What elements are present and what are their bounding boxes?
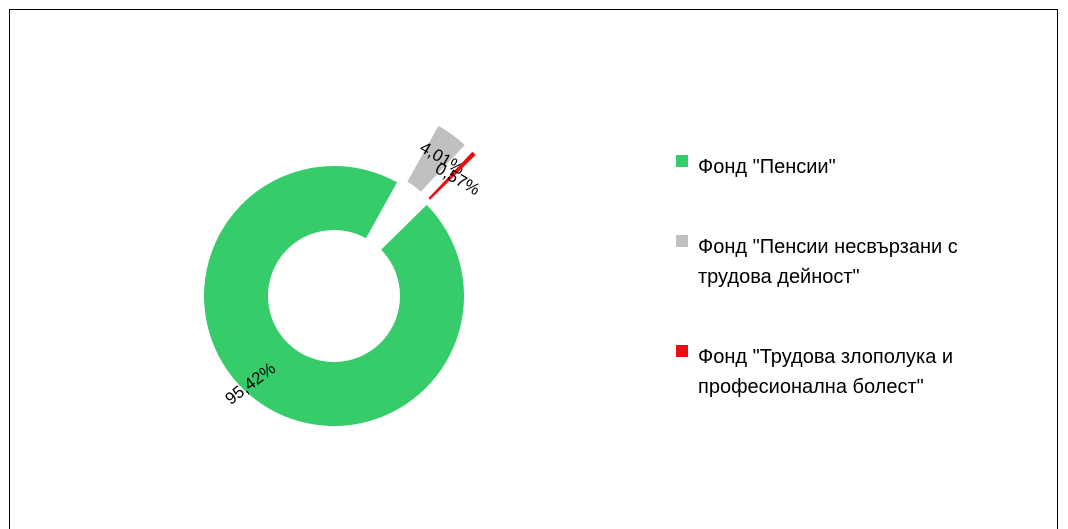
legend-label-work-accident: Фонд "Трудова злополука и професионална б… bbox=[698, 342, 953, 402]
legend-label-non-labor-pensions-line-1: Фонд "Пенсии несвързани с bbox=[698, 236, 958, 258]
legend-swatch-non-labor-pensions bbox=[676, 235, 688, 247]
slice-non-labor-pensions bbox=[407, 125, 465, 192]
slice-pensions bbox=[204, 165, 465, 426]
legend-swatch-pensions bbox=[676, 155, 688, 167]
legend-swatch-work-accident bbox=[676, 345, 688, 357]
legend-label-work-accident-line-2: професионална болест" bbox=[698, 376, 924, 398]
legend-label-non-labor-pensions-line-2: трудова дейност" bbox=[698, 266, 860, 288]
legend-label-pensions: Фонд "Пенсии" bbox=[698, 152, 836, 182]
legend-label-pensions-line-1: Фонд "Пенсии" bbox=[698, 156, 836, 178]
legend-label-work-accident-line-1: Фонд "Трудова злополука и bbox=[698, 346, 954, 368]
chart-frame bbox=[9, 9, 1058, 529]
legend-label-non-labor-pensions: Фонд "Пенсии несвързани с трудова дейност… bbox=[698, 232, 958, 292]
slice-work-accident bbox=[428, 151, 476, 200]
